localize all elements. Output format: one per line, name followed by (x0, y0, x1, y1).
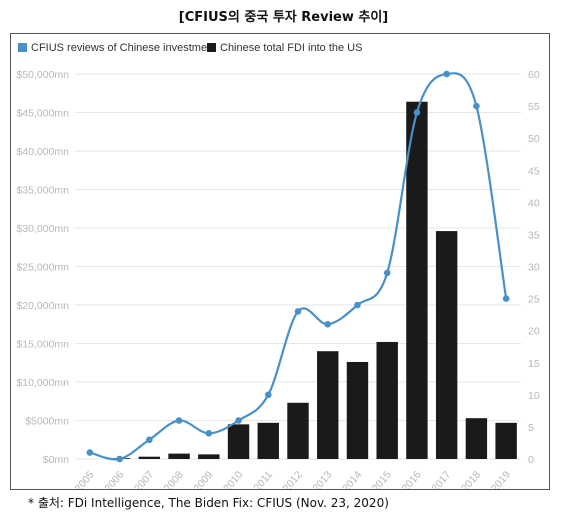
x-tick-label: 2010 (221, 469, 245, 489)
legend: CFIUS reviews of Chinese investment Chin… (18, 42, 362, 54)
y-right-tick-label: 30 (528, 262, 540, 274)
legend-swatch-bar (207, 43, 216, 52)
line-point (205, 430, 213, 437)
y-left-tick-label: $15,000mn (16, 339, 69, 351)
x-tick-label: 2009 (191, 469, 215, 489)
y-left-tick-label: $40,000mn (16, 146, 69, 158)
y-right-tick-label: 5 (528, 422, 534, 434)
y-left-tick-label: $20,000mn (16, 300, 69, 312)
line-point (443, 70, 450, 78)
y-axis-right: 0 5 10 15 20 25 30 35 40 45 50 55 60 (528, 69, 540, 466)
legend-label-bar: Chinese total FDI into the US (220, 42, 362, 54)
bar (376, 341, 398, 459)
bar (287, 402, 309, 459)
y-right-tick-label: 35 (528, 229, 540, 241)
line-point (264, 391, 272, 399)
line-series (86, 70, 510, 463)
bar (406, 101, 428, 459)
y-left-tick-label: $25,000mn (16, 262, 69, 274)
y-left-tick-label: $45,000mn (16, 108, 69, 120)
chart-title: [CFIUS의 중국 투자 Review 추이] (178, 10, 389, 25)
line-point (324, 320, 332, 328)
bar (168, 453, 190, 459)
chart-frame: CFIUS reviews of Chinese investment Chin… (10, 33, 550, 495)
line-point (235, 417, 242, 424)
y-right-tick-label: 50 (528, 133, 540, 145)
x-tick-label: 2007 (132, 469, 156, 489)
x-tick-label: 2006 (102, 469, 126, 489)
y-right-tick-label: 40 (528, 197, 540, 209)
legend-swatch-line (18, 43, 27, 52)
y-right-tick-label: 25 (528, 294, 540, 306)
bar (317, 351, 339, 459)
line-point (116, 455, 123, 463)
bar (346, 361, 369, 459)
legend-label-line: CFIUS reviews of Chinese investment (31, 42, 216, 54)
x-tick-label: 2013 (310, 469, 334, 489)
x-axis: 2005 2006 2007 2008 2009 2010 2011 2012 2013 2014… (72, 469, 513, 495)
x-tick-label: 2005 (72, 469, 96, 489)
x-tick-label: 2008 (162, 469, 186, 489)
y-left-tick-label: $10,000mn (16, 377, 69, 389)
y-left-tick-label: $50,000mn (16, 69, 69, 81)
y-axis-left: $0mn $5000mn $10,000mn $15,000mn $20,000mn $2… (16, 69, 69, 466)
line-point (86, 449, 94, 456)
line-point (146, 436, 153, 444)
y-left-tick-label: $5000mn (25, 416, 69, 428)
y-right-tick-label: 60 (528, 69, 540, 81)
chart-svg: CFIUS reviews of Chinese investment Chin… (16, 42, 540, 495)
y-left-tick-label: $30,000mn (16, 223, 69, 235)
bar (138, 456, 161, 459)
y-right-tick-label: 20 (528, 326, 540, 338)
bar (465, 418, 488, 459)
line-point (354, 301, 361, 309)
y-right-tick-label: 0 (528, 454, 534, 466)
x-tick-label: 2014 (340, 469, 364, 489)
line-point (413, 109, 421, 116)
y-right-tick-label: 45 (528, 165, 540, 177)
x-tick-label: 2012 (281, 469, 305, 489)
y-left-tick-label: $35,000mn (16, 185, 69, 197)
x-tick-label: 2019 (489, 469, 513, 489)
bar (227, 424, 250, 459)
bar (495, 422, 517, 459)
gridlines (75, 73, 521, 460)
line-point (502, 295, 510, 302)
line-point (383, 269, 391, 277)
line-point (473, 102, 480, 110)
y-left-tick-label: $0mn (43, 454, 69, 466)
line-point (294, 308, 302, 315)
x-tick-label: 2011 (251, 469, 275, 489)
bar-series (108, 101, 517, 459)
line-point (175, 417, 183, 424)
bar (435, 231, 458, 459)
bar (257, 422, 279, 459)
x-tick-label: 2017 (429, 469, 453, 489)
y-right-tick-label: 10 (528, 390, 540, 402)
y-right-tick-label: 15 (528, 358, 540, 370)
x-tick-label: 2016 (400, 469, 424, 489)
source-footnote: * 출처: FDi Intelligence, The Biden Fix: C… (28, 496, 389, 510)
bar (198, 454, 220, 459)
y-right-tick-label: 55 (528, 101, 540, 113)
x-tick-label: 2015 (370, 469, 394, 489)
x-tick-label: 2018 (459, 469, 483, 489)
